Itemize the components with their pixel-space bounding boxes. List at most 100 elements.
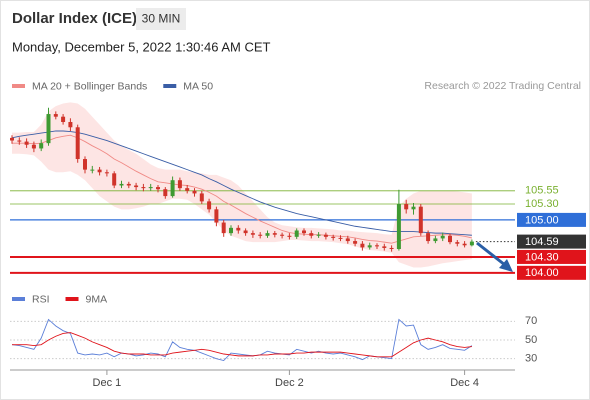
candle-body [396,204,401,250]
indicator-line [12,332,472,358]
candle-body [316,234,321,236]
level-tag [517,265,586,280]
candle-body [53,114,58,117]
candle-body [389,247,394,250]
candle-body [126,183,131,186]
candle-body [469,241,474,246]
indicator-tick-label: 50 [525,334,537,346]
candle-body [382,246,387,248]
candle-body [24,141,29,145]
candle-body [10,137,14,141]
legend-label: MA 20 + Bollinger Bands [32,80,147,92]
candle-body [287,235,292,237]
candle-body [302,230,306,234]
level-tag [517,249,586,264]
credit: Research © 2022 Trading Central [424,80,581,92]
candle-body [90,169,95,171]
candle-body [433,238,438,242]
legend-label: 9MA [86,293,108,305]
candle-body [455,242,460,244]
moving-average [11,130,472,236]
candle-body [61,116,66,122]
moving-average [12,134,472,244]
candle-body [280,234,285,236]
arrow-head [499,259,513,272]
candle-body [448,235,452,243]
indicator-tick-label: 70 [525,315,537,327]
candle-body [46,114,51,144]
candle-body [309,233,314,236]
candle-body [199,193,204,202]
candle-body [75,127,80,160]
x-tick-label: Dec 4 [450,377,479,389]
candle-body [148,187,153,189]
candle-body [250,233,255,235]
candle-body [331,236,336,238]
candle-body [31,144,36,149]
legend-swatch [163,84,177,88]
chart-subtitle: Monday, December 5, 2022 1:30:46 AM CET [12,39,271,54]
level-label: 105.55 [525,185,559,197]
candle-body [236,227,241,231]
bollinger-band [12,102,472,268]
candle-body [243,230,248,234]
candle-body [17,140,22,142]
candle-body [97,169,102,173]
candle-body [462,243,467,246]
candle-body [323,234,328,237]
candle-body [360,243,365,248]
candle-body [170,180,175,197]
candle-body [177,180,182,189]
chart-title: Dollar Index (ICE) [12,10,137,27]
candle-body [134,185,139,188]
candle-body [426,233,431,242]
x-tick-label: Dec 1 [93,377,122,389]
legend-label: MA 50 [183,80,213,92]
candle-body [214,209,219,223]
candle-body [83,159,87,170]
candle-body [207,201,212,210]
candle-body [119,183,124,186]
level-label: 104.59 [525,236,559,248]
candle-body [375,245,379,247]
level-label: 105.00 [525,214,559,226]
level-tag [517,212,586,227]
interval-label: 30 MIN [142,12,181,26]
candle-body [294,230,299,237]
candle-body [39,143,44,149]
legend-swatch [12,84,25,88]
legend-swatch [12,297,25,301]
level-label: 105.30 [525,198,559,210]
candle-body [404,204,409,210]
candle-body [163,189,168,197]
arrow-shaft [476,241,506,267]
candle-body [338,237,343,239]
candle-body [156,187,160,190]
candle-body [192,190,197,194]
candle-body [272,233,277,235]
interval-badge [136,8,186,30]
candle-body [258,234,263,236]
legend-swatch [65,297,79,301]
level-label: 104.00 [525,267,559,279]
candle-body [367,245,372,248]
candle-body [141,187,146,189]
candle-body [440,235,445,239]
candle-body [345,238,350,242]
candle-body [411,206,416,210]
candle-body [68,121,73,128]
level-label: 104.30 [525,251,559,263]
level-tag [517,234,586,249]
legend-label: RSI [32,293,50,305]
candle-body [185,188,190,191]
candle-body [229,227,233,234]
x-tick-label: Dec 2 [275,377,304,389]
candle-body [221,222,226,234]
indicator-tick-label: 30 [525,353,537,365]
candle-body [265,233,270,236]
plot-area: MA 20 + Bollinger Bands MA 50 RSI 9MA [10,80,515,362]
candle-body [112,173,117,186]
candle-body [104,172,109,174]
